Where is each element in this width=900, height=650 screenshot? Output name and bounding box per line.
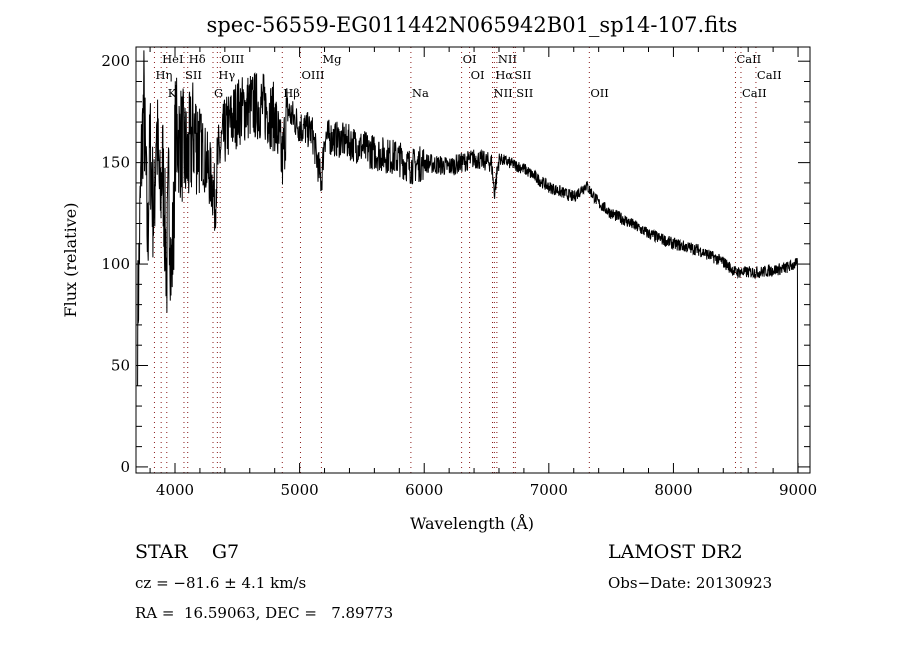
- line-marker-label: NII: [498, 52, 517, 66]
- line-marker-label: CaII: [736, 52, 761, 66]
- line-marker-label: OIII: [221, 52, 244, 66]
- line-marker-label: Hη: [155, 68, 172, 82]
- line-marker-label: CaII: [757, 68, 782, 82]
- line-marker-label: OI: [463, 52, 477, 66]
- y-tick-label: 100: [101, 255, 130, 273]
- redshift-velocity: cz = −81.6 ± 4.1 km/s: [135, 574, 307, 592]
- line-marker-label: Na: [412, 86, 429, 100]
- line-marker-label: Mg: [322, 52, 342, 66]
- y-tick-label: 50: [111, 356, 130, 374]
- line-marker-label: Hγ: [218, 68, 235, 82]
- x-tick-label: 5000: [281, 481, 319, 499]
- line-marker-label: SII: [516, 86, 533, 100]
- line-marker-label: CaII: [742, 86, 767, 100]
- y-tick-label: 150: [101, 154, 130, 172]
- line-marker-label: OIII: [301, 68, 324, 82]
- line-marker-label: Hα: [495, 68, 513, 82]
- observation-date: Obs−Date: 20130923: [608, 574, 773, 592]
- x-axis-label: Wavelength (Å): [410, 513, 534, 533]
- line-marker-label: OII: [590, 86, 609, 100]
- line-marker-label: G: [214, 86, 223, 100]
- x-tick-label: 7000: [530, 481, 568, 499]
- coordinates: RA = 16.59063, DEC = 7.89773: [135, 604, 394, 622]
- x-tick-label: 4000: [156, 481, 194, 499]
- line-marker-label: OI: [471, 68, 485, 82]
- axis-ticks: 4000 5000 6000 7000 8000 9000 0 50 100 150 200: [101, 47, 817, 499]
- line-marker-label: SII: [185, 68, 202, 82]
- survey-name: LAMOST DR2: [608, 541, 743, 563]
- y-tick-label: 0: [120, 458, 130, 476]
- spectrum-line: [137, 50, 799, 474]
- line-marker-label: K: [168, 86, 177, 100]
- chart-title: spec-56559-EG011442N065942B01_sp14-107.f…: [207, 13, 738, 37]
- line-marker-label: SII: [514, 68, 531, 82]
- y-axis-label: Flux (relative): [61, 203, 80, 318]
- line-marker-label: HeI: [162, 52, 183, 66]
- x-tick-label: 6000: [405, 481, 443, 499]
- x-tick-label: 9000: [779, 481, 817, 499]
- y-tick-label: 200: [101, 52, 130, 70]
- plot-frame: [135, 46, 811, 474]
- x-tick-label: 8000: [654, 481, 692, 499]
- object-class: STAR G7: [135, 541, 240, 563]
- line-marker-label: NII: [494, 86, 513, 100]
- line-marker-label: Hδ: [189, 52, 206, 66]
